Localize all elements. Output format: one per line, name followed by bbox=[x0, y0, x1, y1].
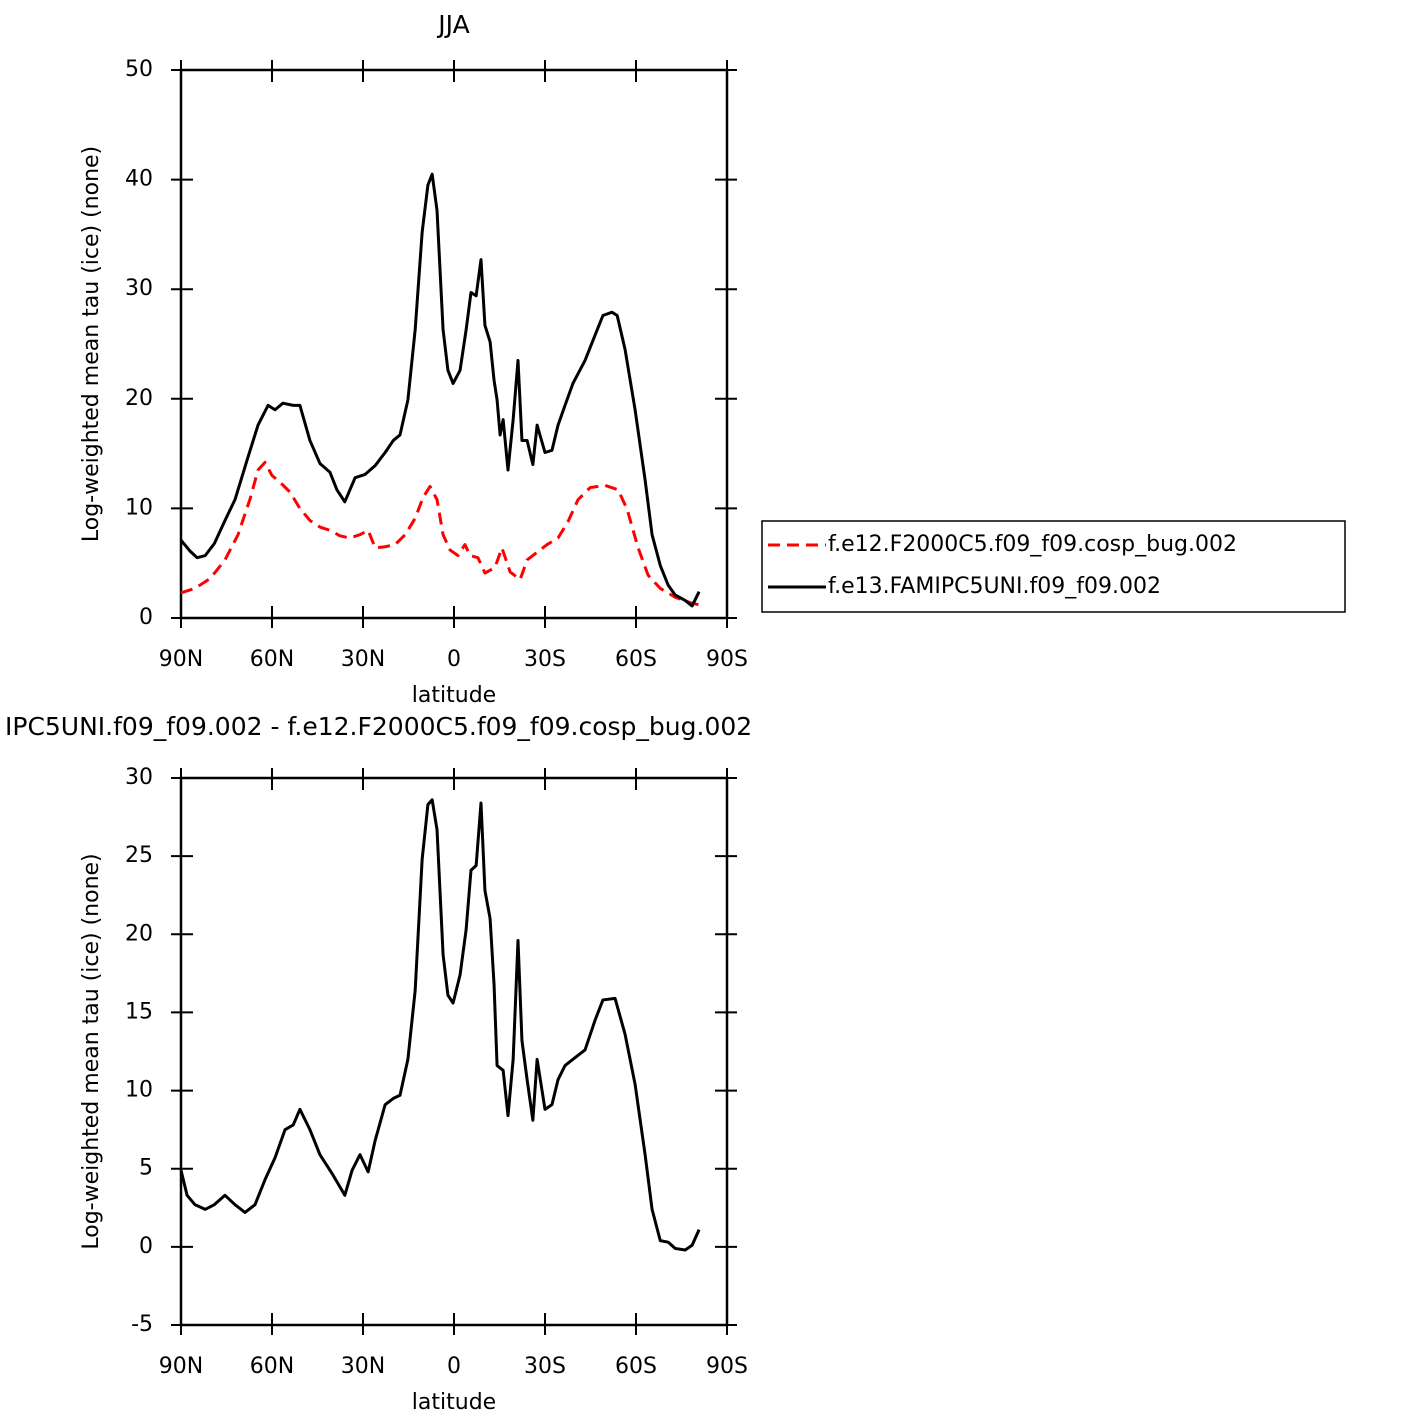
legend-label: f.e12.F2000C5.f09_f09.cosp_bug.002 bbox=[828, 532, 1237, 557]
x-tick-label: 90N bbox=[159, 647, 203, 672]
plot-frame bbox=[179, 776, 729, 1327]
chart-title: JJA bbox=[436, 10, 469, 39]
x-tick-label: 60S bbox=[615, 1354, 657, 1379]
legend-box bbox=[761, 520, 1346, 613]
panel: JJA 0 10 20 30 40 50 90N 60N 30N 0 30S 60S 90S latitud… bbox=[79, 10, 1346, 708]
x-tick-label: 60N bbox=[250, 647, 294, 672]
x-tick-label: 30S bbox=[524, 647, 566, 672]
x-tick-label: 30S bbox=[524, 1354, 566, 1379]
data-line bbox=[179, 172, 701, 608]
data-line bbox=[179, 798, 701, 1252]
y-axis-label: Log-weighted mean tau (ice) (none) bbox=[79, 146, 104, 542]
x-tick-label: 0 bbox=[447, 1354, 461, 1379]
x-tick-label: 60S bbox=[615, 647, 657, 672]
plot-frame bbox=[179, 68, 729, 620]
y-tick-label: 20 bbox=[125, 921, 153, 946]
y-tick-label: 20 bbox=[125, 386, 153, 411]
panel: IPC5UNI.f09_f09.002 - f.e12.F2000C5.f09_… bbox=[5, 712, 752, 1415]
x-tick-label: 30N bbox=[341, 1354, 385, 1379]
x-tick-label: 90S bbox=[706, 647, 748, 672]
y-tick-label: 30 bbox=[125, 276, 153, 301]
y-tick-label: 5 bbox=[139, 1156, 153, 1181]
x-tick-label: 90S bbox=[706, 1354, 748, 1379]
y-tick-label: 10 bbox=[125, 1078, 153, 1103]
legend-label: f.e13.FAMIPC5UNI.f09_f09.002 bbox=[828, 574, 1161, 599]
y-tick-label: 40 bbox=[125, 167, 153, 192]
y-tick-label: 0 bbox=[139, 1234, 153, 1259]
y-tick-label: 10 bbox=[125, 495, 153, 520]
x-tick-label: 90N bbox=[159, 1354, 203, 1379]
legend: f.e12.F2000C5.f09_f09.cosp_bug.002 f.e13.… bbox=[761, 520, 1346, 613]
y-tick-label: 25 bbox=[125, 843, 153, 868]
x-tick-label: 60N bbox=[250, 1354, 294, 1379]
y-tick-label: 50 bbox=[125, 57, 153, 82]
x-tick-label: 30N bbox=[341, 647, 385, 672]
y-tick-label: 15 bbox=[125, 999, 153, 1024]
y-tick-label: 0 bbox=[139, 605, 153, 630]
y-tick-label: 30 bbox=[125, 765, 153, 790]
chart-title: IPC5UNI.f09_f09.002 - f.e12.F2000C5.f09_… bbox=[5, 712, 752, 741]
x-axis-label: latitude bbox=[412, 683, 496, 708]
data-line bbox=[180, 460, 700, 607]
x-axis-label: latitude bbox=[412, 1390, 496, 1415]
y-tick-label: -5 bbox=[131, 1312, 153, 1337]
y-axis-label: Log-weighted mean tau (ice) (none) bbox=[79, 853, 104, 1249]
x-tick-label: 0 bbox=[447, 647, 461, 672]
